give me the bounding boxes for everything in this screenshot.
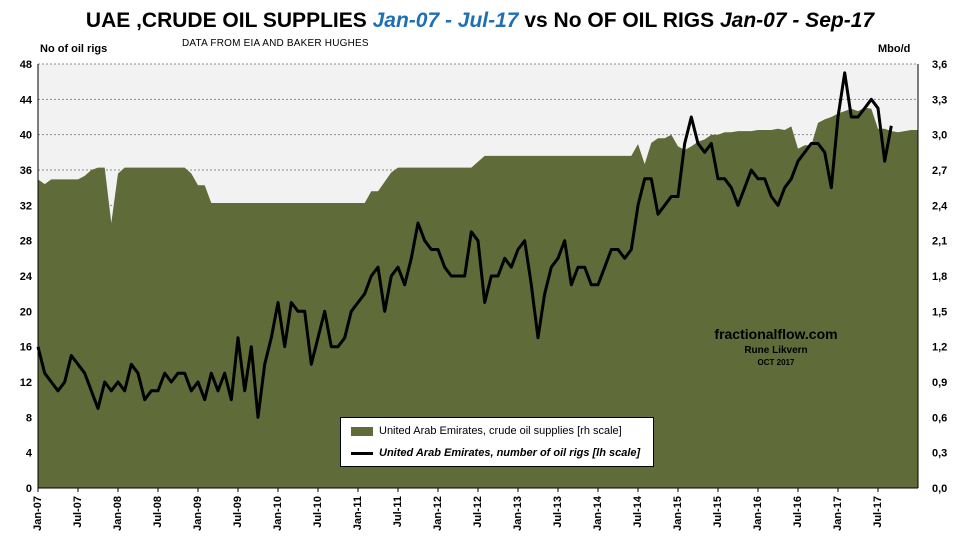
title-part-4: Jan-07 - Sep-17: [719, 9, 875, 32]
legend-swatch-area: [351, 426, 373, 436]
legend-item-rigs: United Arab Emirates, number of oil rigs…: [351, 447, 640, 459]
watermark-site: fractionalflow.com: [714, 326, 838, 342]
left-axis-unit: No of oil rigs: [40, 43, 108, 55]
x-tick-label: Jan-10: [272, 496, 284, 531]
left-tick-label: 12: [20, 377, 32, 389]
title-part-3: vs No OF OIL RIGS: [518, 9, 720, 32]
left-tick-label: 28: [20, 236, 32, 248]
right-tick-label: 0,9: [932, 377, 947, 389]
x-tick-label: Jul-12: [472, 496, 484, 528]
legend-item-supplies: United Arab Emirates, crude oil supplies…: [351, 425, 622, 437]
chart-subtitle: DATA FROM EIA AND BAKER HUGHES: [182, 38, 369, 49]
crude-supplies-area: [38, 107, 918, 488]
legend-label-rigs: United Arab Emirates, number of oil rigs…: [379, 447, 641, 459]
watermark: fractionalflow.com Rune Likvern OCT 2017: [696, 326, 856, 367]
right-tick-label: 2,4: [932, 200, 948, 212]
right-axis-unit: Mbo/d: [878, 43, 911, 55]
left-tick-label: 32: [20, 200, 32, 212]
right-tick-label: 0,3: [932, 448, 947, 460]
right-axis-tick-labels: 0,0 0,3 0,6 0,9 1,2 1,5 1,8 2,1 2,4 2,7 3,0 3,3 3,6: [932, 59, 948, 495]
x-tick-label: Jul-17: [872, 496, 884, 528]
x-tick-label: Jan-17: [832, 496, 844, 531]
legend: United Arab Emirates, crude oil supplies…: [340, 417, 654, 467]
x-tick-label: Jul-10: [312, 496, 324, 528]
title-part-2: Jan-07 - Jul-17: [372, 9, 519, 32]
left-tick-label: 16: [20, 342, 32, 354]
x-tick-label: Jan-07: [32, 496, 44, 531]
x-axis-tick-labels: Jan-07 Jul-07 Jan-08 Jul-08 Jan-09 Jul-09 Jan-…: [32, 488, 884, 531]
x-tick-label: Jul-09: [232, 496, 244, 528]
right-tick-label: 0,6: [932, 412, 947, 424]
legend-label-supplies: United Arab Emirates, crude oil supplies…: [379, 425, 622, 437]
oil-rigs-line: [36, 71, 893, 419]
right-tick-label: 0,0: [932, 483, 947, 495]
x-tick-label: Jul-16: [792, 496, 804, 528]
x-tick-label: Jul-07: [72, 496, 84, 528]
title-part-1: UAE ,CRUDE OIL SUPPLIES: [85, 9, 373, 32]
right-tick-label: 3,0: [932, 130, 947, 142]
left-tick-label: 44: [20, 94, 33, 106]
right-tick-label: 1,5: [932, 306, 947, 318]
x-tick-label: Jan-15: [672, 496, 684, 531]
x-tick-label: Jan-12: [432, 496, 444, 531]
x-tick-label: Jul-15: [712, 496, 724, 528]
right-tick-label: 3,6: [932, 59, 947, 71]
left-tick-label: 24: [20, 271, 33, 283]
watermark-author: Rune Likvern: [744, 345, 808, 356]
left-tick-label: 8: [26, 412, 32, 424]
chart-title: UAE ,CRUDE OIL SUPPLIES Jan-07 - Jul-17 …: [0, 9, 960, 33]
x-tick-label: Jan-08: [112, 496, 124, 531]
right-tick-label: 2,7: [932, 165, 947, 177]
x-tick-label: Jan-16: [752, 496, 764, 531]
x-tick-label: Jul-14: [632, 495, 644, 528]
watermark-date: OCT 2017: [757, 358, 795, 367]
right-tick-label: 2,1: [932, 236, 947, 248]
right-tick-label: 1,8: [932, 271, 947, 283]
left-tick-label: 4: [26, 448, 33, 460]
x-tick-label: Jan-11: [352, 496, 364, 530]
left-tick-label: 20: [20, 306, 32, 318]
right-tick-label: 1,2: [932, 342, 947, 354]
left-tick-label: 36: [20, 165, 32, 177]
x-tick-label: Jan-13: [512, 496, 524, 531]
legend-swatch-line: [351, 451, 373, 455]
x-tick-label: Jan-14: [592, 495, 604, 531]
left-tick-label: 0: [26, 483, 32, 495]
x-tick-label: Jul-13: [552, 496, 564, 528]
left-tick-label: 48: [20, 59, 32, 71]
x-tick-label: Jul-11: [392, 496, 404, 527]
x-tick-label: Jul-08: [152, 496, 164, 528]
left-tick-label: 40: [20, 130, 32, 142]
x-tick-label: Jan-09: [192, 496, 204, 531]
right-tick-label: 3,3: [932, 94, 947, 106]
